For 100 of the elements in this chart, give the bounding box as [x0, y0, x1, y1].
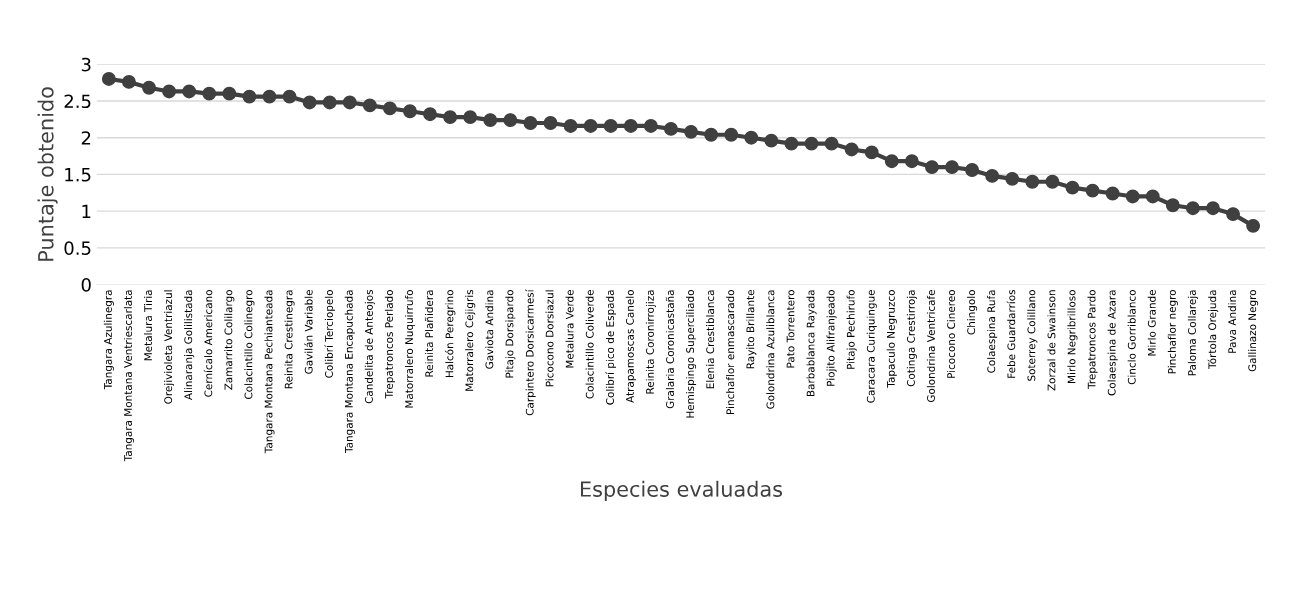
x-tick-label: Matorralero Cejigris	[465, 289, 476, 391]
x-tick-label: Cotinga Crestirroja	[906, 290, 917, 387]
y-tick-label: 3	[81, 57, 91, 72]
point	[121, 74, 136, 89]
point	[563, 119, 578, 133]
x-tick-label: Gralaria Coronicastaña	[665, 290, 674, 409]
x-tick-label: Carpintero Dorsicarmesí	[525, 289, 536, 416]
point	[664, 121, 678, 136]
y-tick-label: 1.5	[65, 168, 91, 182]
x-tick-label: Soterrey Colillano	[1027, 290, 1038, 381]
point	[242, 89, 257, 104]
x-tick-label: Candelita de Anteojos	[364, 289, 375, 404]
x-tick-label: Colibrí pico de Espada	[605, 290, 616, 405]
x-tick-label: Piojito Alifranjeado	[826, 290, 837, 386]
x-tick-label: Tangara Azulinegra	[103, 290, 114, 390]
point	[101, 72, 116, 86]
point	[262, 89, 277, 104]
y-tick-label: 1	[82, 204, 91, 218]
x-tick-label: Paloma Collareja	[1187, 290, 1198, 376]
x-tick-label: Barbablanca Rayada	[806, 290, 817, 397]
point	[1125, 189, 1140, 204]
point	[924, 160, 939, 175]
x-tick-label: Pato Torrentero	[786, 290, 795, 368]
x-tick-label: Pinchaflor enmascarado	[726, 290, 735, 414]
point	[804, 136, 819, 151]
x-tick-label: Colacintillo Coliverde	[585, 290, 594, 399]
x-tick-label: Colaespina Rufa	[987, 290, 998, 373]
point	[182, 84, 197, 99]
x-tick-label: Caracara Curiquingue	[866, 290, 877, 403]
x-tick-label: Gallinazo Negro	[1248, 290, 1259, 372]
x-axis-title: Especies evaluadas	[580, 480, 783, 501]
point	[1165, 198, 1180, 213]
point	[423, 107, 438, 122]
x-tick-label: Metalura Tiria	[143, 290, 153, 361]
y-tick-label: 0	[81, 278, 91, 292]
point	[162, 84, 177, 99]
point	[202, 86, 217, 101]
point	[142, 80, 156, 95]
x-tick-label: Trepatroncos Perlado	[384, 290, 395, 399]
x-tick-label: Pitajo Pechirufo	[846, 290, 857, 369]
x-tick-label: Tórtola Orejuda	[1207, 290, 1219, 369]
x-tick-label: Zamarrito Colilargo	[224, 290, 235, 390]
point	[784, 136, 799, 151]
x-tick-label: Orejivioleta Ventriazul	[164, 290, 175, 404]
x-tick-label: Picocono Cinereo	[946, 290, 956, 378]
x-tick-label: Reinita Coronirrojiza	[645, 290, 656, 394]
x-tick-label: Golondrina Ventricafe	[926, 289, 935, 403]
point	[382, 101, 397, 116]
x-tick-label: Alinaranja Golilistada	[184, 290, 195, 401]
x-tick-label: Elenia Crestiblanca	[706, 290, 715, 389]
point	[1045, 174, 1060, 189]
x-tick-label: Chingolo	[967, 290, 978, 335]
x-tick-label: Atrapamoscas Canelo	[625, 290, 636, 403]
x-tick-label: Gavilán Variable	[304, 290, 313, 374]
x-tick-label: Tangara Montana Encapuchada	[344, 290, 355, 454]
x-tick-label: Zorzal de Swainson	[1047, 290, 1056, 391]
y-axis-title: Puntaje obtenido	[37, 87, 58, 261]
point	[1065, 180, 1080, 195]
point	[403, 104, 417, 119]
point	[864, 145, 879, 160]
point	[1185, 201, 1200, 216]
point	[844, 142, 859, 157]
point	[362, 98, 377, 113]
x-tick-label: Mirlo Grande	[1147, 290, 1156, 356]
point	[1105, 186, 1120, 201]
point	[985, 168, 1000, 183]
point	[884, 154, 899, 169]
point	[443, 110, 458, 125]
x-tick-label: Tapaculo Negruzco	[886, 290, 897, 388]
x-tick-label: Tangara Montana Ventriescarlata	[123, 290, 134, 462]
point	[643, 119, 658, 133]
point	[1025, 174, 1040, 189]
x-tick-label: Gaviota Andina	[485, 290, 494, 369]
x-tick-label: Pinchaflor negro	[1167, 290, 1178, 374]
x-tick-label: Colacintillo Colinegro	[244, 290, 255, 399]
point	[764, 133, 779, 148]
x-tick-label: Febe Guardarríos	[1006, 289, 1016, 378]
point	[302, 95, 317, 110]
point	[724, 127, 739, 142]
point	[1206, 201, 1220, 216]
x-tick-label: Reinita Plañidera	[424, 290, 434, 377]
x-tick-label: Pava Andina	[1228, 290, 1237, 353]
x-tick-label: Rayito Brillante	[746, 290, 757, 369]
x-tick-label: Colibrí Terciopelo	[324, 290, 335, 378]
x-tick-label: Metalura Verde	[565, 290, 574, 368]
y-tick-label: 0.5	[64, 241, 91, 255]
point	[704, 127, 719, 142]
point	[1005, 171, 1020, 186]
point	[1246, 218, 1261, 233]
x-tick-label: Mirlo Negribrilloso	[1067, 290, 1078, 383]
point	[503, 113, 518, 128]
point	[904, 154, 919, 169]
x-tick-label: Cinclo Gorriblanco	[1127, 290, 1136, 385]
point	[543, 116, 558, 130]
point	[965, 163, 980, 177]
point	[222, 86, 237, 101]
point	[583, 119, 598, 133]
x-tick-label: Reinita Crestinegra	[284, 290, 295, 389]
point	[603, 119, 618, 133]
x-tick-label: Golondrina Azuliblanca	[766, 290, 775, 409]
